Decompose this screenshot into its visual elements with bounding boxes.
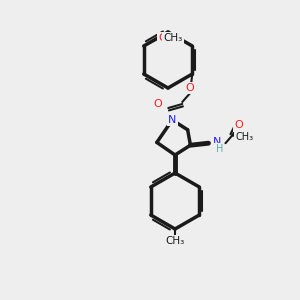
Text: CH₃: CH₃ <box>165 236 185 246</box>
Text: CH₃: CH₃ <box>236 132 253 142</box>
Text: O: O <box>159 33 167 43</box>
Text: O: O <box>154 99 163 109</box>
Text: N: N <box>213 137 222 147</box>
Text: N: N <box>168 115 176 125</box>
Text: O: O <box>234 120 243 130</box>
Text: CH₃: CH₃ <box>164 33 183 43</box>
Text: H: H <box>216 144 223 154</box>
Text: O: O <box>186 83 195 93</box>
